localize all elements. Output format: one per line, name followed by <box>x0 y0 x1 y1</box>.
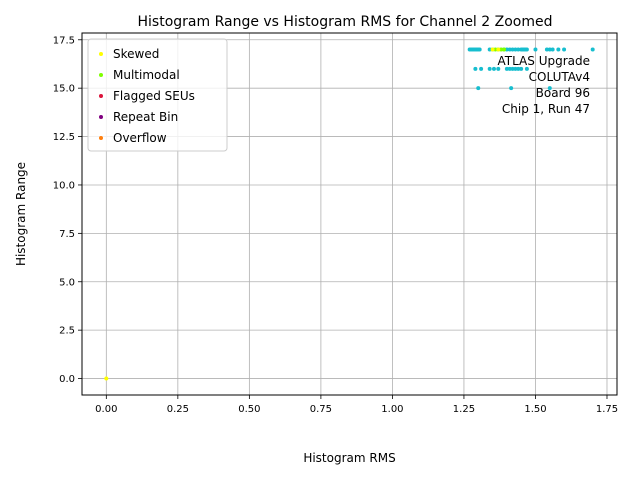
data-point <box>479 66 484 71</box>
data-point <box>476 86 481 91</box>
data-point <box>562 47 567 52</box>
y-tick-label: 17.5 <box>53 35 75 46</box>
data-point <box>504 66 509 71</box>
data-point <box>533 47 538 52</box>
data-point <box>507 47 512 52</box>
y-axis-label: Histogram Range <box>14 162 28 266</box>
data-point <box>507 66 512 71</box>
data-point <box>513 47 518 52</box>
data-point <box>547 47 552 52</box>
x-axis-ticks: 0.00 0.25 0.50 0.75 1.00 1.25 1.50 1.75 <box>95 395 618 415</box>
x-axis-label: Histogram RMS <box>303 451 395 465</box>
y-tick-label: 5.0 <box>59 277 75 288</box>
x-tick-label: 0.75 <box>310 404 332 415</box>
legend-marker <box>99 136 103 140</box>
data-point <box>493 47 498 52</box>
annotation-line: ATLAS Upgrade <box>497 54 590 68</box>
data-point <box>499 47 504 52</box>
annotation-line: Chip 1, Run 47 <box>502 102 590 116</box>
y-tick-label: 0.0 <box>59 374 75 385</box>
annotation-line: COLUTAv4 <box>529 70 590 84</box>
y-axis-ticks: 0.0 2.5 5.0 7.5 10.0 12.5 15.0 17.5 <box>53 35 82 385</box>
run-annotation: ATLAS Upgrade COLUTAv4 Board 96 Chip 1, Run… <box>497 54 590 116</box>
legend: Skewed Multimodal Flagged SEUs Repeat Bin Ov… <box>87 38 228 152</box>
data-point <box>510 47 515 52</box>
data-point <box>473 66 478 71</box>
data-point <box>496 66 501 71</box>
data-point <box>547 86 552 91</box>
data-point <box>524 66 529 71</box>
data-points <box>104 47 595 381</box>
legend-label: Skewed <box>113 47 159 61</box>
data-point <box>487 47 492 52</box>
x-tick-label: 1.25 <box>453 404 475 415</box>
data-point <box>516 47 521 52</box>
plot-area <box>81 32 618 396</box>
data-point <box>501 47 506 52</box>
data-point <box>516 66 521 71</box>
legend-frame <box>87 38 228 152</box>
y-tick-label: 7.5 <box>59 229 75 240</box>
legend-label: Repeat Bin <box>113 110 178 124</box>
data-point <box>509 86 514 91</box>
legend-marker <box>99 52 103 56</box>
data-point <box>513 66 518 71</box>
y-tick-label: 15.0 <box>53 84 75 95</box>
x-tick-label: 1.50 <box>524 404 546 415</box>
legend-label: Overflow <box>113 131 167 145</box>
y-tick-label: 10.0 <box>53 180 75 191</box>
x-tick-label: 0.25 <box>167 404 189 415</box>
grid <box>82 33 617 395</box>
data-point <box>477 47 482 52</box>
x-tick-label: 0.50 <box>238 404 260 415</box>
legend-marker <box>99 73 103 77</box>
x-tick-label: 1.00 <box>381 404 403 415</box>
y-tick-label: 12.5 <box>53 132 75 143</box>
legend-marker <box>99 94 103 98</box>
x-tick-label: 0.00 <box>95 404 117 415</box>
x-tick-label: 1.75 <box>596 404 618 415</box>
chart-title: Histogram Range vs Histogram RMS for Cha… <box>138 14 553 30</box>
legend-label: Flagged SEUs <box>113 89 195 103</box>
data-point <box>590 47 595 52</box>
data-point <box>504 47 509 52</box>
legend-marker <box>99 115 103 119</box>
y-tick-label: 2.5 <box>59 326 75 337</box>
data-point <box>550 47 555 52</box>
legend-label: Multimodal <box>113 68 180 82</box>
data-point <box>491 66 496 71</box>
data-point <box>556 47 561 52</box>
data-point <box>104 376 109 381</box>
data-point <box>487 66 492 71</box>
annotation-line: Board 96 <box>536 86 590 100</box>
data-point <box>496 47 501 52</box>
data-point <box>544 47 549 52</box>
data-point <box>510 66 515 71</box>
data-point <box>490 47 495 52</box>
data-point <box>524 47 529 52</box>
data-point <box>519 66 524 71</box>
